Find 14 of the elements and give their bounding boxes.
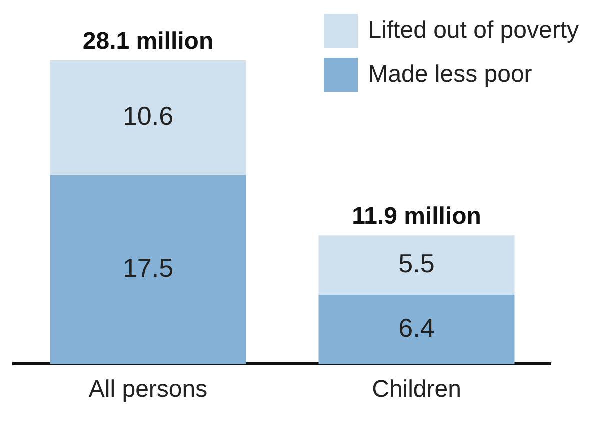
x-tick-label: All persons [88, 376, 208, 404]
data-label: 5.5 [398, 248, 435, 278]
legend-label: Lifted out of poverty [368, 17, 579, 45]
data-label: 6.4 [398, 312, 435, 343]
bar [50, 175, 246, 364]
data-label: 17.5 [122, 252, 174, 283]
total-label: 28.1 million [82, 28, 214, 56]
x-tick-label: Children [372, 376, 462, 404]
total-label: 11.9 million [352, 203, 482, 230]
bar [50, 60, 246, 176]
bar [318, 295, 515, 364]
data-label: 10.6 [122, 100, 174, 131]
legend-label: Made less poor [368, 61, 532, 89]
bar [318, 236, 515, 296]
